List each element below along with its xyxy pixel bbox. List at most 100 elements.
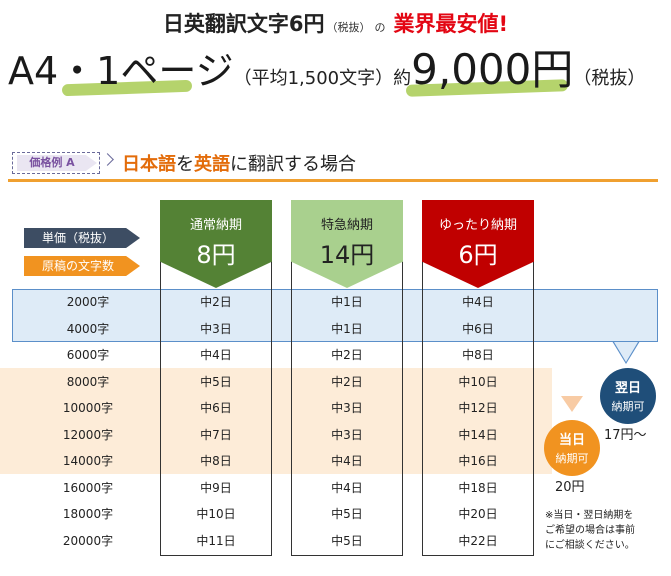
row-express: 中5日 — [331, 507, 363, 521]
table-row: 4000字 中3日 中1日 中6日 — [0, 316, 560, 342]
row-express: 中1日 — [331, 321, 363, 336]
table-row: 14000字 中8日 中4日 中16日 — [0, 448, 560, 474]
row-express: 中1日 — [331, 295, 363, 309]
pointer-triangle-next-day — [614, 342, 638, 362]
row-chars: 2000字 — [66, 295, 110, 309]
row-relaxed: 中6日 — [462, 321, 494, 336]
table-row: 6000字 中4日 中2日 中8日 — [0, 342, 560, 368]
row-standard: 中11日 — [196, 533, 236, 548]
row-express: 中3日 — [331, 427, 363, 442]
row-relaxed: 中4日 — [462, 295, 494, 309]
price-amount: 9,000円 — [411, 45, 574, 94]
row-standard: 中10日 — [196, 507, 236, 521]
row-express: 中2日 — [331, 374, 363, 389]
row-relaxed: 中16日 — [458, 454, 498, 468]
price-tax: （税抜） — [573, 68, 646, 89]
table-row: 12000字 中7日 中3日 中14日 — [0, 422, 560, 448]
row-express: 中5日 — [331, 533, 363, 548]
title-rest: に翻訳する場合 — [230, 154, 356, 175]
title-japanese: 日本語 — [122, 154, 176, 175]
row-chars: 14000字 — [62, 454, 114, 468]
next-day-price: 17円〜 — [604, 428, 647, 443]
row-standard: 中7日 — [200, 427, 232, 442]
price-approx: 約 — [393, 68, 412, 89]
column-relaxed: ゆったり納期 6円 — [422, 200, 534, 556]
headline-main: 日英翻訳文字6円 — [162, 12, 325, 36]
char-count-label: 原稿の文字数 — [24, 256, 140, 276]
row-express: 中4日 — [331, 454, 363, 468]
row-express: 中2日 — [331, 348, 363, 362]
same-day-badge: 当日 納期可 — [544, 420, 600, 476]
unit-price-label: 単価（税抜） — [24, 228, 140, 248]
chevron-right-icon — [101, 153, 114, 166]
example-tag-label: 価格例 A — [17, 155, 97, 171]
column-name: 特急納期 — [320, 218, 373, 233]
headline-best-price: 業界最安値! — [393, 12, 509, 36]
table-row: 18000字 中10日 中5日 中20日 — [0, 501, 560, 527]
row-standard: 中4日 — [200, 348, 232, 362]
row-standard: 中8日 — [200, 454, 232, 468]
next-day-badge-title: 翌日 — [614, 381, 641, 396]
row-relaxed: 中12日 — [458, 401, 498, 415]
row-express: 中4日 — [331, 480, 363, 495]
row-standard: 中2日 — [200, 295, 232, 309]
price-line: A4・1ページ（平均1,500文字）約9,000円（税抜） — [8, 36, 668, 97]
title-english: 英語 — [194, 154, 230, 175]
column-standard: 通常納期 8円 — [160, 200, 272, 556]
column-relaxed-header: ゆったり納期 6円 — [422, 200, 534, 288]
row-standard: 中6日 — [200, 401, 232, 415]
example-title: 日本語を英語に翻訳する場合 — [122, 150, 356, 176]
row-standard: 中9日 — [200, 480, 232, 495]
price-a4-page: A4・1ページ — [8, 49, 234, 93]
row-standard: 中5日 — [200, 374, 232, 389]
column-price: 6円 — [458, 241, 498, 269]
note-line: にご相談ください。 — [545, 540, 635, 551]
same-day-badge-title: 当日 — [558, 433, 585, 448]
highlight-band-next-day — [12, 289, 658, 342]
next-day-badge-sub: 納期可 — [611, 400, 645, 413]
row-relaxed: 中8日 — [462, 348, 494, 362]
column-name: ゆったり納期 — [438, 218, 517, 233]
row-chars: 20000字 — [62, 533, 114, 548]
column-express: 特急納期 14円 — [291, 200, 403, 556]
headline: 日英翻訳文字6円 （税抜）の業界最安値! — [0, 8, 671, 38]
row-standard: 中3日 — [200, 321, 232, 336]
row-relaxed: 中18日 — [458, 480, 498, 495]
table-row: 8000字 中5日 中2日 中10日 — [0, 369, 560, 395]
row-relaxed: 中22日 — [458, 533, 498, 548]
column-price: 14円 — [319, 241, 375, 269]
same-day-price: 20円 — [555, 480, 585, 495]
note-line: ※当日・翌日納期を — [545, 510, 634, 521]
row-chars: 6000字 — [66, 348, 110, 362]
pointer-triangle-same-day — [561, 396, 583, 412]
column-standard-header: 通常納期 8円 — [160, 200, 272, 288]
row-relaxed: 中10日 — [458, 374, 498, 389]
row-chars: 16000字 — [62, 480, 114, 495]
table-row: 20000字 中11日 中5日 中22日 — [0, 528, 560, 554]
column-name: 通常納期 — [189, 218, 242, 233]
example-tag: 価格例 A — [12, 152, 100, 174]
table-row: 16000字 中9日 中4日 中18日 — [0, 475, 560, 501]
table-row: 2000字 中2日 中1日 中4日 — [0, 289, 560, 315]
title-particle-wo: を — [176, 154, 194, 175]
row-chars: 18000字 — [62, 507, 114, 521]
headline-tax: （税抜） — [326, 21, 371, 34]
consult-note: ※当日・翌日納期を ご希望の場合は事前 にご相談ください。 — [545, 508, 669, 553]
row-chars: 10000字 — [62, 401, 114, 415]
same-day-badge-sub: 納期可 — [555, 452, 589, 465]
divider — [8, 179, 658, 182]
note-line: ご希望の場合は事前 — [545, 525, 635, 536]
price-average-chars: （平均1,500文字） — [233, 68, 394, 89]
headline-no: の — [374, 21, 386, 34]
highlight-band-same-day — [0, 368, 552, 474]
table-row: 10000字 中6日 中3日 中12日 — [0, 395, 560, 421]
row-express: 中3日 — [331, 401, 363, 415]
row-chars: 4000字 — [66, 321, 110, 336]
next-day-badge: 翌日 納期可 — [600, 368, 656, 424]
row-chars: 8000字 — [66, 374, 110, 389]
row-relaxed: 中14日 — [458, 427, 498, 442]
column-price: 8円 — [196, 241, 236, 269]
column-express-header: 特急納期 14円 — [291, 200, 403, 288]
row-chars: 12000字 — [62, 427, 114, 442]
row-relaxed: 中20日 — [458, 507, 498, 521]
